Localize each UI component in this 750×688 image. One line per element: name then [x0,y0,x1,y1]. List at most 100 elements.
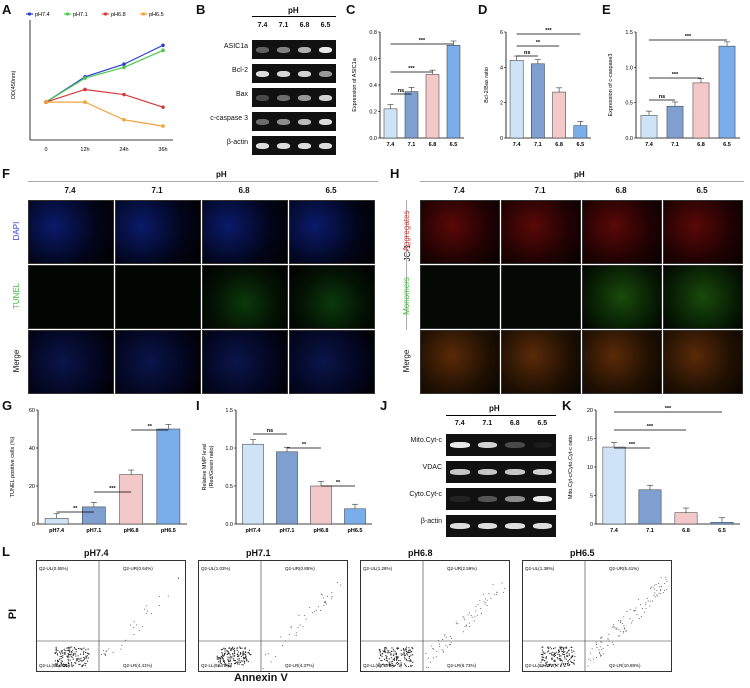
panel-g-x-tick: pH6.5 [161,528,176,534]
panel-h-micrograph [501,330,581,394]
panel-k-y-tick: 0 [590,522,593,528]
flow-plot: Q2-UL(1.03%) Q2-UR(0.85%) Q2-LL(93.78%) Q2-… [198,560,348,672]
panel-b-col-label: 6.8 [299,22,310,29]
panel-k-y-tick: 10 [587,465,593,471]
panel-c-bar [383,108,398,139]
blot-band [505,442,525,448]
flow-plot-title: pH7.1 [246,548,271,558]
panel-i-bar [344,508,366,525]
panel-c-y-tick: 0.6 [369,57,377,63]
panel-d-bar [531,63,545,139]
panel-a-series-line [46,101,164,127]
blot-band [505,523,525,529]
panel-g-y-tick: 20 [29,484,35,490]
flow-quadrant-label: Q2-UL(1.28%) [363,566,393,571]
panel-f-ph-header: pH [216,170,227,179]
panel-letter-b: B [196,2,206,17]
panel-f-row-label: Merge [12,349,21,373]
panel-b-row-label: ASIC1a [223,43,248,50]
panel-j-blot-strip [446,488,556,510]
panel-e-bar-chart: Expression of c-caspase3 0.0 0.5 1.0 1.5 7.4 7… [608,30,740,148]
flow-quadrant-label: Q2-UR(2.59%) [447,566,477,571]
panel-b-col-label: 7.4 [257,22,268,29]
panel-i-x-tick: pH6.5 [348,528,363,534]
panel-a-data-point [83,100,87,104]
blot-band [532,442,552,448]
panel-a-x-tick: 0 [44,147,47,153]
panel-letter-g: G [2,398,13,413]
panel-i-y-tick: 1.5 [225,408,233,414]
flow-quadrant-label: Q2-UL(1.03%) [201,566,231,571]
panel-h-col-label: 6.5 [696,186,708,195]
panel-i-significance: ns [267,428,273,434]
panel-b-row-label: c-caspase 3 [210,115,248,122]
blot-band [256,94,269,101]
panel-f-col-label: 6.8 [238,186,250,195]
panel-d-bar [552,91,566,139]
panel-b-blot-strip [252,112,336,131]
flow-quadrant-label: Q2-UR(0.64%) [123,566,153,571]
panel-b-blot-strip [252,136,336,155]
panel-a-series-line [45,49,164,103]
panel-c-x-tick: 7.1 [408,142,416,148]
panel-e-bar [666,105,684,139]
panel-c-x-tick: 6.5 [450,142,458,148]
blot-band [319,94,332,101]
panel-k-x-tick: 6.8 [682,528,690,534]
blot-band [277,46,290,53]
panel-f-micrograph [202,330,288,394]
panel-k-y-tick: 20 [587,408,593,414]
panel-h-micrograph [582,265,662,329]
panel-h-micrograph [501,200,581,264]
panel-f-micrograph [115,200,201,264]
blot-band [477,523,497,529]
blot-band [532,523,552,529]
panel-i-bar [242,443,264,525]
panel-j-row-label: Mito.Cyt-c [410,437,443,444]
panel-h-micrograph [501,265,581,329]
panel-g-bar [82,506,106,525]
panel-c-x-tick: 7.4 [387,142,396,148]
flow-quadrant-label: Q2-LL(93.78%) [201,663,232,668]
panel-d-significance: ** [536,40,541,46]
panel-d-significance: *** [545,28,552,34]
panel-d-bar [573,125,588,139]
panel-k-significance: *** [665,406,672,412]
blot-band [256,46,269,53]
panel-f-micrograph [28,265,114,329]
panel-d-x-tick: 6.8 [555,142,563,148]
panel-g-bar [44,518,69,525]
panel-letter-k: K [562,398,572,413]
blot-band [319,46,332,53]
panel-h-col-label: 6.8 [615,186,627,195]
flow-plot-title: pH6.8 [408,548,433,558]
panel-letter-h: H [390,166,400,181]
panel-b-row-label: Bax [235,91,248,98]
panel-g-x-tick: pH7.4 [49,528,65,534]
panel-d-y-tick: 0 [500,136,503,142]
panel-letter-c: C [346,2,356,17]
panel-h-jc1-images: pH 7.4 7.1 6.8 6.5 JC-1 Aggregates Monomers M… [394,168,746,396]
blot-band [298,142,311,149]
panel-k-significance: *** [647,424,654,430]
panel-e-y-tick: 0.5 [625,101,633,107]
panel-g-x-tick: pH7.1 [86,528,101,534]
panel-d-y-tick: 4 [500,65,503,71]
panel-h-micrograph [420,200,500,264]
panel-a-data-point [122,92,126,97]
flow-quadrant-label: Q2-LL(89.40%) [363,663,394,668]
panel-k-bar [638,489,662,525]
panel-j-col-label: 6.8 [509,420,520,427]
panel-h-row-label: Merge [402,349,411,373]
panel-k-y-tick: 15 [587,437,593,443]
panel-a-data-point [122,62,126,67]
blot-band [450,442,470,448]
panel-b-western-blot: pH 7.4 7.1 6.8 6.5 ASIC1a Bcl-2 Bax c-caspase … [200,6,340,166]
panel-h-row-label: Aggregates [402,210,411,252]
panel-i-significance: ** [302,442,307,448]
panel-c-x-tick: 6.8 [429,142,437,148]
panel-h-micrograph [582,200,662,264]
panel-i-x-tick: pH7.4 [246,528,262,534]
panel-j-blot-strip [446,515,556,537]
panel-g-x-tick: pH6.8 [124,528,139,534]
